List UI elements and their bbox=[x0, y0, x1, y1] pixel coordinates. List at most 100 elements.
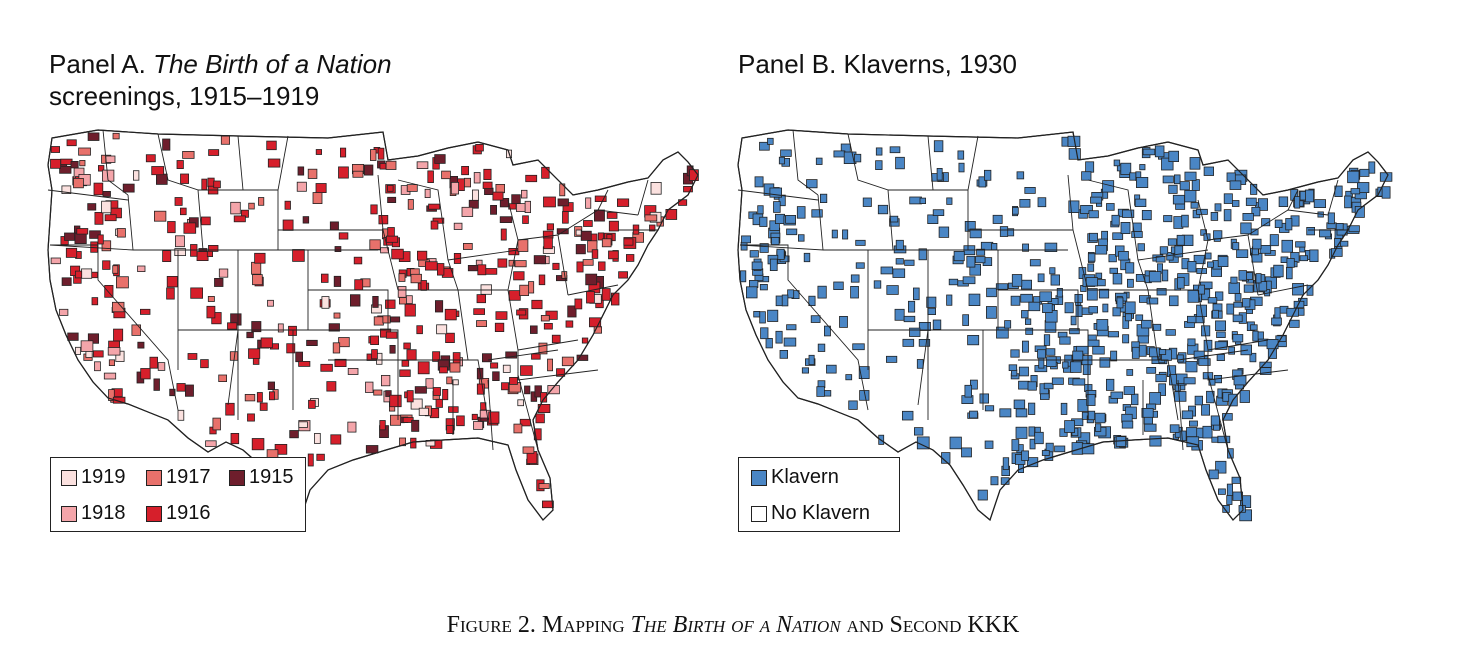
county-marker bbox=[1304, 189, 1314, 203]
county-marker bbox=[1202, 425, 1213, 439]
county-marker bbox=[1226, 172, 1236, 182]
county-marker bbox=[985, 306, 997, 319]
county-marker bbox=[363, 164, 374, 176]
county-marker bbox=[765, 337, 773, 349]
county-marker bbox=[889, 215, 899, 223]
legend-label-1919: 1919 bbox=[81, 466, 126, 488]
county-marker bbox=[1125, 262, 1135, 274]
county-marker bbox=[50, 158, 62, 169]
county-marker bbox=[59, 308, 69, 316]
state-border bbox=[1207, 339, 1269, 351]
county-marker bbox=[471, 189, 479, 201]
county-marker bbox=[776, 248, 785, 260]
county-marker bbox=[1154, 145, 1165, 158]
county-marker bbox=[373, 316, 384, 326]
county-marker bbox=[1105, 378, 1115, 391]
state-border bbox=[1087, 179, 1149, 291]
county-marker bbox=[1187, 289, 1200, 303]
county-marker bbox=[260, 337, 273, 349]
us-border bbox=[47, 129, 699, 522]
county-marker bbox=[66, 139, 77, 147]
county-marker bbox=[347, 367, 359, 375]
county-marker bbox=[1212, 309, 1219, 319]
county-marker bbox=[177, 409, 185, 421]
county-marker bbox=[1108, 254, 1117, 263]
county-marker bbox=[1148, 271, 1162, 283]
county-marker bbox=[817, 285, 827, 299]
county-marker bbox=[918, 248, 927, 261]
county-marker bbox=[1335, 223, 1344, 231]
county-marker bbox=[1131, 231, 1143, 238]
county-marker bbox=[1068, 148, 1081, 160]
county-marker bbox=[979, 393, 989, 404]
county-marker bbox=[330, 434, 342, 445]
county-marker bbox=[104, 284, 114, 298]
legend-item-1915: 1915 bbox=[229, 466, 294, 489]
county-marker bbox=[1245, 197, 1257, 206]
county-marker bbox=[1210, 415, 1220, 426]
county-marker bbox=[500, 228, 507, 241]
county-marker bbox=[1231, 200, 1240, 207]
county-marker bbox=[1232, 314, 1243, 323]
county-marker bbox=[1227, 448, 1234, 459]
county-marker bbox=[497, 258, 508, 268]
county-marker bbox=[1044, 242, 1058, 252]
county-marker bbox=[1056, 287, 1063, 298]
county-marker bbox=[1132, 222, 1142, 232]
county-marker bbox=[948, 278, 959, 286]
county-marker bbox=[1359, 168, 1370, 177]
county-marker bbox=[1271, 317, 1282, 326]
state-border bbox=[227, 329, 239, 406]
county-marker bbox=[1112, 273, 1123, 285]
county-marker bbox=[200, 216, 211, 226]
county-marker bbox=[1295, 241, 1306, 248]
county-marker bbox=[1125, 313, 1132, 322]
county-marker bbox=[986, 287, 997, 298]
legend-item-1919: 1919 bbox=[61, 466, 126, 489]
county-marker bbox=[1096, 319, 1109, 331]
county-marker bbox=[492, 191, 504, 201]
county-marker bbox=[258, 197, 265, 206]
county-marker bbox=[650, 182, 662, 195]
state-border bbox=[1257, 284, 1309, 296]
county-marker bbox=[575, 244, 586, 255]
county-marker bbox=[1251, 206, 1261, 217]
county-marker bbox=[556, 228, 569, 235]
county-marker bbox=[87, 333, 99, 344]
county-marker bbox=[949, 436, 962, 450]
state-border bbox=[308, 289, 389, 330]
county-marker bbox=[333, 275, 342, 287]
county-marker bbox=[1187, 338, 1196, 347]
county-marker bbox=[1016, 171, 1025, 180]
county-marker bbox=[1155, 374, 1167, 383]
county-marker bbox=[1306, 227, 1316, 236]
county-marker bbox=[1215, 320, 1227, 331]
county-marker bbox=[284, 200, 291, 210]
state-border bbox=[277, 135, 289, 191]
county-marker bbox=[1261, 218, 1271, 227]
county-marker bbox=[79, 160, 86, 167]
county-marker bbox=[1106, 203, 1115, 211]
legend-item-klavern: Klavern bbox=[751, 466, 839, 489]
county-marker bbox=[78, 147, 91, 156]
county-marker bbox=[298, 360, 311, 367]
county-marker bbox=[618, 271, 628, 279]
county-marker bbox=[551, 334, 561, 344]
county-marker bbox=[91, 297, 99, 306]
county-marker bbox=[1116, 297, 1124, 309]
county-marker bbox=[385, 235, 399, 243]
legend-item-1916: 1916 bbox=[146, 502, 211, 525]
county-marker bbox=[855, 262, 865, 269]
county-marker bbox=[597, 232, 605, 241]
county-marker bbox=[889, 146, 901, 154]
legend-item-1917: 1917 bbox=[146, 466, 211, 489]
county-marker bbox=[1223, 209, 1232, 222]
county-marker bbox=[251, 261, 262, 275]
county-marker bbox=[476, 294, 487, 304]
county-marker bbox=[689, 169, 699, 182]
county-marker bbox=[556, 368, 566, 377]
county-marker bbox=[1088, 306, 1098, 314]
county-marker bbox=[87, 203, 97, 211]
county-marker bbox=[424, 261, 438, 271]
county-marker bbox=[108, 389, 115, 401]
